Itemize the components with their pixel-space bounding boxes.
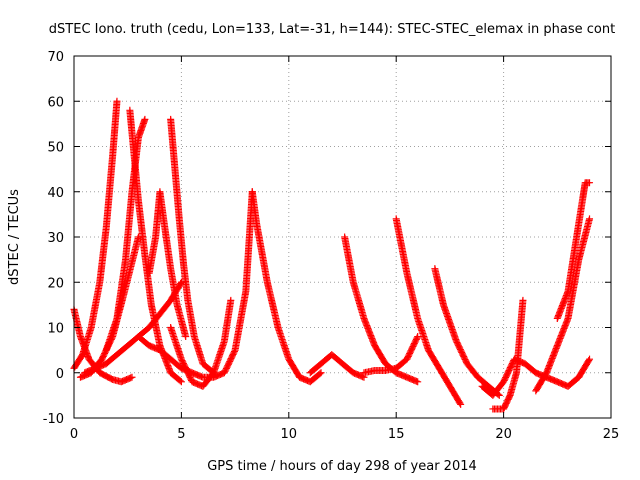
series-arc-19 [532,215,594,395]
series-arc-05 [145,188,190,341]
series-arc-08 [76,233,142,381]
data-point [182,333,190,341]
data-point [227,296,235,304]
data-point [141,115,149,123]
x-tick-label: 0 [70,427,78,442]
y-axis-label: dSTEC / TECUs [7,189,22,285]
x-tick-label: 25 [603,427,620,442]
data-point [177,378,185,386]
series-arc-11 [248,188,325,386]
data-point [414,333,422,341]
series-arc-14 [341,233,422,386]
data-point [317,369,325,377]
data-point [177,278,185,286]
series-arc-15 [392,215,465,408]
data-point [519,296,527,304]
series-arc-20 [489,296,527,413]
x-tick-label: 15 [388,427,405,442]
data-point [495,391,503,399]
x-tick-label: 10 [281,427,298,442]
data-point [586,355,594,363]
data-point [586,179,594,187]
y-tick-label: 0 [56,367,64,382]
x-tick-label: 5 [177,427,185,442]
data-point [414,378,422,386]
series-arc-10 [167,296,235,390]
data-point [457,400,465,408]
data-point [230,348,238,356]
data-point [113,97,121,105]
data-point [316,370,324,378]
y-tick-label: 30 [47,231,64,246]
series-arc-07 [81,278,185,377]
y-tick-label: 50 [47,141,64,156]
y-tick-label: 20 [47,276,64,291]
tick-labels: 0 5 10 15 20 25 -10 0 10 20 30 40 50 60 70 [43,50,620,442]
data-point [456,399,464,407]
data-point [585,356,593,364]
series-arc-09 [134,188,256,381]
data-point [177,280,185,288]
axis-ticks [73,55,612,419]
data-marks [70,97,594,413]
data-point [586,215,594,223]
data-point [128,373,136,381]
data-point [134,233,142,241]
series-arc-06 [167,115,218,377]
chart-title: dSTEC Iono. truth (cedu, Lon=133, Lat=-3… [49,22,615,37]
y-tick-label: 40 [47,186,64,201]
y-tick-label: -10 [43,412,64,427]
x-axis-label: GPS time / hours of day 298 of year 2014 [207,459,477,474]
y-tick-label: 70 [47,50,64,65]
series-arc-12 [306,351,368,381]
data-point [176,377,184,385]
data-point [413,334,421,342]
x-tick-label: 20 [495,427,512,442]
y-tick-label: 60 [47,95,64,110]
series-arc-18 [553,179,594,322]
series-arc-01 [70,97,121,372]
y-tick-label: 10 [47,322,64,337]
